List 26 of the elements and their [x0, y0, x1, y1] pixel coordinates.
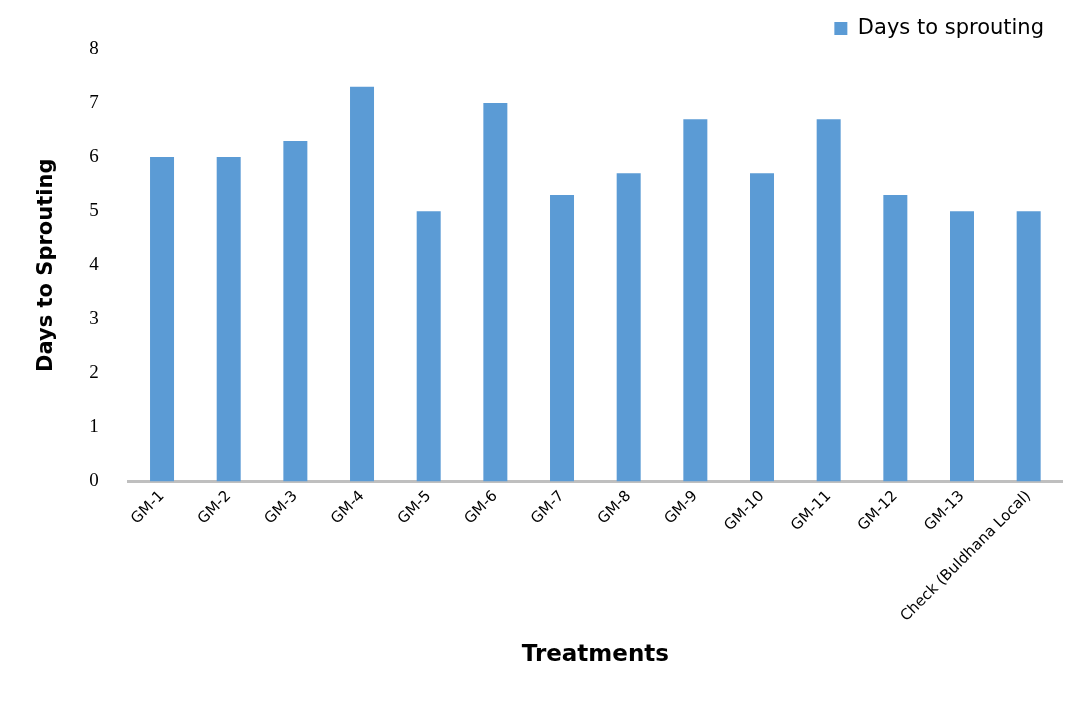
- bar: [950, 211, 974, 482]
- bar: [416, 211, 441, 482]
- y-tick-label: 2: [89, 361, 99, 383]
- y-axis-title: Days to Sprouting: [33, 158, 58, 372]
- x-axis-title: Treatments: [521, 640, 669, 667]
- legend-label: Days to sprouting: [857, 14, 1045, 39]
- bar: [883, 194, 908, 482]
- bar: [750, 173, 775, 482]
- y-tick-label: 8: [89, 36, 99, 58]
- bar: [550, 194, 575, 482]
- y-tick-label: 5: [89, 199, 99, 221]
- bar: [1016, 211, 1041, 482]
- bar: [216, 157, 241, 482]
- bar: [350, 86, 375, 482]
- bar: [283, 140, 308, 482]
- bar: [683, 119, 708, 482]
- y-tick-label: 6: [89, 145, 99, 167]
- bar: [483, 103, 508, 482]
- bar: [150, 157, 175, 482]
- y-tick-label: 0: [89, 469, 99, 491]
- bar: [816, 119, 841, 482]
- y-tick-label: 7: [89, 91, 99, 113]
- bar: [616, 173, 641, 482]
- y-tick-label: 3: [89, 307, 99, 329]
- y-tick-label: 4: [89, 253, 100, 275]
- y-tick-label: 1: [89, 415, 99, 437]
